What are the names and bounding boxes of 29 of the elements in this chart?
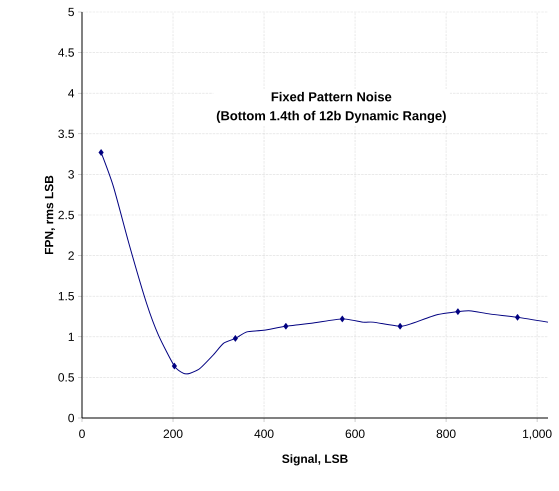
point xyxy=(398,322,403,330)
x-tick-label: 0 xyxy=(79,430,85,438)
y-tick-label: 1.5 xyxy=(58,292,74,300)
x-tick-label: 400 xyxy=(254,430,274,438)
x-tick-label: 1,000 xyxy=(523,430,552,440)
point xyxy=(340,316,345,322)
text: (Bottom 1.4th of 12b Dynamic Range) xyxy=(216,110,446,123)
x-tick-label: 600 xyxy=(346,430,365,438)
point xyxy=(514,314,520,321)
y-tick-label: 3 xyxy=(68,170,74,179)
x-axis-title: Signal, LSB xyxy=(282,454,348,466)
point xyxy=(455,308,460,316)
y-tick-label: 3.5 xyxy=(58,130,74,138)
y-tick-label: 4 xyxy=(68,89,74,98)
point xyxy=(98,149,104,156)
y-tick-label: 5 xyxy=(68,8,74,16)
text: Fixed Pattern Noise xyxy=(272,92,392,102)
x-tick-label: 200 xyxy=(164,430,183,438)
y-tick-label: 2.5 xyxy=(58,210,74,220)
y-tick-label: 0.5 xyxy=(58,373,74,382)
point xyxy=(172,362,177,370)
y-tick-label: 4.5 xyxy=(58,48,74,57)
point xyxy=(283,322,288,330)
point xyxy=(232,335,238,342)
y-tick-label: 1 xyxy=(68,332,74,341)
y-axis-title: FPN, rms LSB xyxy=(44,176,56,254)
y-tick-label: 0 xyxy=(68,414,74,422)
x-tick-label: 800 xyxy=(436,430,456,438)
y-tick-label: 2 xyxy=(68,251,74,260)
